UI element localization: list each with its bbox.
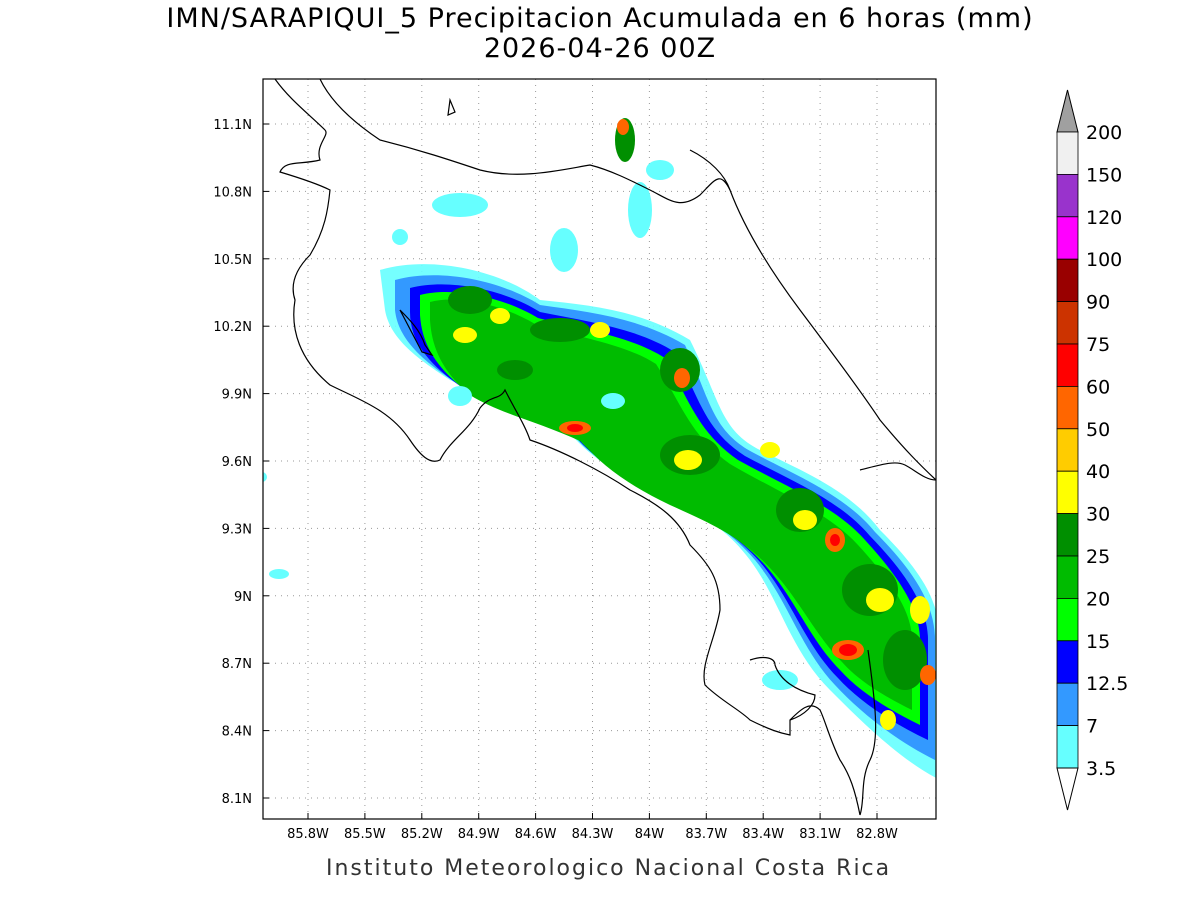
x-tick-label: 85.8W [287,827,329,842]
coastline [274,79,936,816]
colorbar-label: 3.5 [1086,758,1116,780]
x-tick-label: 84.3W [572,827,614,842]
y-tick-label: 10.5N [213,253,252,268]
colorbar-label: 120 [1086,207,1122,229]
y-tick-label: 8.1N [222,792,252,807]
colorbar-segment [1056,216,1079,260]
x-tick-label: 82.8W [856,827,898,842]
colorbar-segment [1056,131,1079,175]
colorbar-segment [1056,301,1079,345]
colorbar-segment [1056,682,1079,727]
longitude-axis: 85.8W 85.5W 85.2W 84.9W 84.6W 84.3W 84W 83.7W 83… [287,813,898,842]
colorbar-label: 200 [1086,122,1122,144]
colorbar-label: 90 [1086,292,1110,314]
colorbar-segment [1056,385,1079,430]
colorbar-label: 75 [1086,334,1110,356]
map-title: IMN/SARAPIQUI_5 Precipitacion Acumulada … [166,3,1034,34]
y-tick-label: 10.8N [213,185,252,200]
y-tick-label: 8.4N [222,725,252,740]
colorbar-segment [1056,343,1079,387]
colorbar-label: 60 [1086,376,1110,398]
x-tick-label: 84.9W [458,827,500,842]
colorbar-segment [1056,555,1079,599]
map-frame [262,78,937,820]
colorbar-label: 7 [1086,716,1098,738]
colorbar: 200 150 120 100 90 75 60 50 40 30 25 20 15 12.5 7 3.5 [1056,89,1128,811]
y-tick-label: 9.6N [222,455,252,470]
colorbar-segment [1056,640,1079,684]
colorbar-cap-top [1056,89,1079,133]
x-tick-label: 83.1W [799,827,841,842]
precipitation-field [263,118,936,778]
y-tick-label: 10.2N [213,320,252,335]
y-tick-label: 9.3N [222,522,252,537]
map-grid [263,79,936,819]
colorbar-cap-bottom [1056,767,1079,811]
colorbar-label: 25 [1086,546,1110,568]
colorbar-label: 12.5 [1086,673,1128,695]
colorbar-segment [1056,258,1079,303]
x-tick-label: 84.6W [515,827,557,842]
colorbar-label: 50 [1086,419,1110,441]
colorbar-label: 150 [1086,164,1122,186]
y-tick-label: 9N [234,590,252,605]
colorbar-label: 100 [1086,249,1122,271]
colorbar-label: 30 [1086,504,1110,526]
x-tick-label: 85.2W [401,827,443,842]
colorbar-label: 20 [1086,588,1110,610]
colorbar-segment [1056,173,1079,218]
x-tick-label: 84W [635,827,665,842]
footer-credit: Instituto Meteorologico Nacional Costa R… [326,856,892,881]
colorbar-label: 40 [1086,461,1110,483]
colorbar-segment [1056,725,1079,769]
colorbar-label: 15 [1086,631,1110,653]
colorbar-segment [1056,513,1079,557]
x-tick-label: 83.7W [685,827,727,842]
y-tick-label: 8.7N [222,657,252,672]
y-tick-label: 9.9N [222,388,252,403]
latitude-axis: 11.1N 10.8N 10.5N 10.2N 9.9N 9.6N 9.3N 9N 8.7N 8.… [213,118,269,807]
colorbar-segment [1056,470,1079,515]
colorbar-segment [1056,598,1079,642]
map-date: 2026-04-26 00Z [483,33,717,64]
x-tick-label: 83.4W [742,827,784,842]
x-tick-label: 85.5W [344,827,386,842]
colorbar-segment [1056,428,1079,472]
y-tick-label: 11.1N [213,118,252,133]
